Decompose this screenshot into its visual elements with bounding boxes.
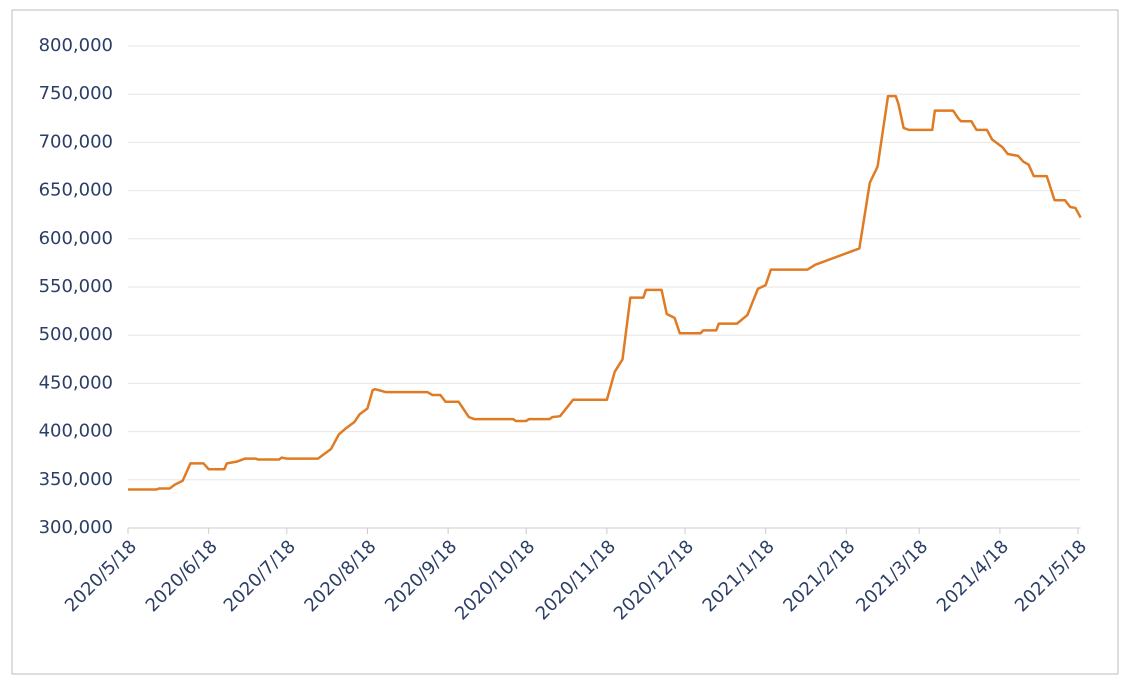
price-line (128, 94, 1082, 491)
y-tick-label: 400,000 (39, 421, 113, 442)
y-tick-label: 800,000 (39, 35, 113, 56)
y-tick-label: 600,000 (39, 228, 113, 249)
y-tick-label: 650,000 (39, 180, 113, 201)
y-tick-label: 550,000 (39, 276, 113, 297)
y-tick-label: 750,000 (39, 83, 113, 104)
y-tick-label: 450,000 (39, 372, 113, 393)
y-tick-label: 300,000 (39, 517, 113, 538)
y-tick-label: 700,000 (39, 131, 113, 152)
y-tick-label: 500,000 (39, 324, 113, 345)
y-tick-label: 350,000 (39, 469, 113, 490)
